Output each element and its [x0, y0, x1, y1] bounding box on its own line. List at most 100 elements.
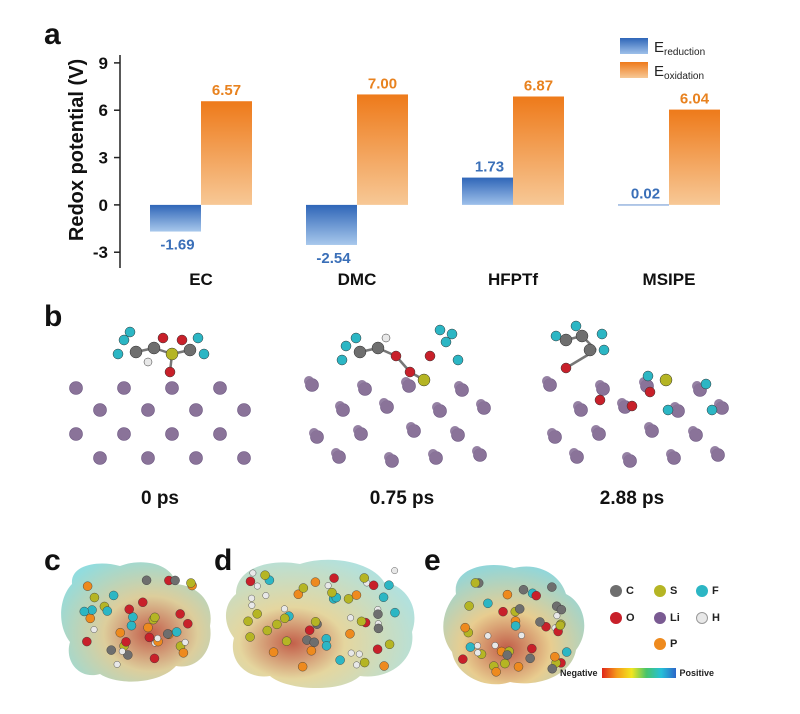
y-tick-label: 3 — [99, 149, 108, 168]
panel-letter-a: a — [44, 18, 61, 51]
esp-molecule-atom — [525, 653, 535, 664]
esp-molecule-atom — [324, 582, 332, 590]
esp-molecule-atom — [390, 607, 400, 618]
esp-molecule-atom — [143, 622, 153, 633]
esp-molecule-atom — [515, 604, 525, 614]
li-atom — [710, 446, 720, 456]
molecule-atom — [550, 330, 562, 342]
esp-molecule-atom — [355, 650, 363, 658]
y-axis-label: Redox potential (V) — [66, 59, 88, 241]
esp-molecule-atom — [171, 627, 182, 637]
esp-molecule-atom — [498, 606, 508, 617]
atom-f-label: F — [712, 585, 719, 597]
y-tick-label: 6 — [99, 101, 108, 120]
colorbar-gradient — [601, 668, 676, 678]
data-label-reduction-msipe: 0.02 — [631, 186, 660, 203]
esp-molecule-atom — [85, 613, 95, 624]
esp-molecule-atom — [82, 636, 92, 647]
molecule-atom — [371, 341, 385, 355]
esp-molecule-atom — [113, 660, 121, 668]
molecule-atom — [452, 354, 464, 366]
esp-molecule-atom — [90, 626, 98, 633]
molecule-atom — [165, 347, 179, 361]
esp-molecule-atom — [118, 647, 126, 655]
molecule-atom — [143, 357, 153, 367]
li-atom — [379, 398, 389, 408]
esp-molecule-atom — [356, 616, 367, 627]
esp-molecule-atom — [460, 622, 470, 633]
esp-molecule-atom — [483, 598, 493, 609]
atom-legend-c: C — [610, 585, 634, 597]
li-atom — [622, 452, 632, 462]
li-atom — [450, 426, 460, 436]
li-atom — [714, 399, 724, 409]
esp-molecule-atom — [154, 634, 162, 642]
li-atom — [472, 446, 482, 456]
molecule-atom — [176, 334, 188, 346]
esp-molecule-atom — [163, 629, 173, 639]
esp-molecule-atom — [321, 641, 332, 651]
esp-molecule-atom — [329, 573, 339, 583]
data-label-oxidation-hfptf: 6.87 — [524, 77, 553, 94]
data-label-oxidation-dmc: 7.00 — [368, 75, 397, 92]
esp-surface-c — [61, 562, 211, 682]
esp-colorbar: Negative Positive — [560, 668, 714, 678]
li-atom — [384, 452, 394, 462]
esp-molecule-atom — [248, 601, 256, 609]
molecule-atom — [626, 400, 638, 412]
atom-legend-s: S — [654, 585, 677, 597]
esp-molecule-atom — [555, 620, 565, 631]
esp-molecule-atom — [309, 637, 319, 647]
esp-molecule-atom — [253, 582, 261, 590]
esp-molecule-atom — [343, 594, 354, 604]
molecule-atom — [417, 373, 431, 387]
li-atom — [237, 451, 251, 465]
esp-molecule-atom — [347, 649, 355, 657]
esp-molecule-atom — [102, 606, 113, 616]
atom-s-icon — [654, 585, 666, 597]
esp-molecule-atom — [298, 583, 309, 593]
li-atom — [573, 401, 583, 411]
esp-molecule-atom — [327, 587, 337, 598]
atom-legend-o: O — [610, 612, 635, 624]
esp-molecule-atom — [470, 578, 481, 588]
molecule-atom — [350, 332, 362, 344]
atom-h-label: H — [712, 612, 720, 624]
snapshot-075ps — [304, 324, 491, 468]
molecule-atom — [164, 366, 176, 378]
esp-molecule-atom — [518, 585, 529, 595]
y-tick-label: -3 — [93, 243, 108, 262]
molecule-atom — [644, 386, 656, 398]
li-atom — [547, 428, 557, 438]
snapshot-label-0: 0 ps — [140, 488, 180, 509]
esp-molecule-atom — [138, 597, 148, 607]
molecule-atom — [404, 366, 416, 378]
esp-molecule-atom — [108, 590, 119, 601]
li-atom — [401, 377, 411, 387]
molecule-atom — [440, 336, 452, 348]
esp-molecule-atom — [178, 648, 189, 658]
colorbar-positive-label: Positive — [679, 668, 715, 678]
molecule-atom — [575, 329, 589, 343]
atom-legend-li: Li — [654, 612, 680, 624]
esp-molecule-atom — [252, 609, 262, 619]
atom-f-icon — [696, 585, 708, 597]
molecule-atom — [700, 378, 712, 390]
esp-molecule-atom — [281, 605, 288, 613]
bar-reduction-dmc — [306, 204, 357, 245]
esp-molecule-atom — [124, 604, 134, 614]
esp-molecule-atom — [378, 592, 389, 602]
li-atom — [406, 422, 416, 432]
esp-molecule-atom — [484, 632, 492, 640]
atom-c-label: C — [626, 585, 634, 597]
molecule-atom — [353, 345, 367, 359]
li-atom — [69, 427, 83, 441]
esp-molecule-atom — [170, 575, 180, 586]
esp-molecule-atom — [531, 590, 541, 601]
li-atom — [189, 451, 203, 465]
esp-molecule-atom — [281, 636, 292, 646]
molecule-atom — [390, 350, 402, 362]
esp-molecule-atom — [547, 582, 557, 592]
atom-legend-h: H — [696, 612, 720, 624]
esp-molecule-atom — [491, 642, 499, 649]
